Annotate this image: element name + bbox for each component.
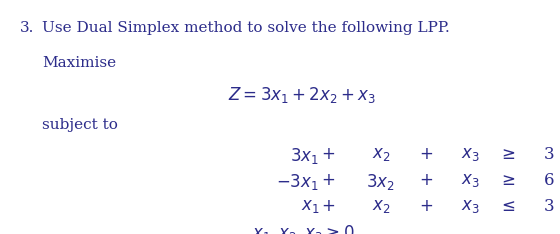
Text: $+$: $+$ xyxy=(418,198,433,215)
Text: $x_2$: $x_2$ xyxy=(371,146,390,163)
Text: 3: 3 xyxy=(544,198,554,215)
Text: Maximise: Maximise xyxy=(42,56,116,70)
Text: $+$: $+$ xyxy=(418,146,433,163)
Text: $+$: $+$ xyxy=(320,146,335,163)
Text: $x_2$: $x_2$ xyxy=(371,198,390,215)
Text: $+$: $+$ xyxy=(320,172,335,189)
Text: $-3x_1$: $-3x_1$ xyxy=(277,172,319,192)
Text: $\geq$: $\geq$ xyxy=(498,172,516,189)
Text: $3x_1$: $3x_1$ xyxy=(291,146,319,166)
Text: 3.: 3. xyxy=(20,21,34,35)
Text: $3x_2$: $3x_2$ xyxy=(366,172,395,192)
Text: $Z = 3x_1 + 2x_2 + x_3$: $Z = 3x_1 + 2x_2 + x_3$ xyxy=(228,85,376,105)
Text: 6: 6 xyxy=(544,172,554,189)
Text: $x_3$: $x_3$ xyxy=(461,172,480,189)
Text: $\leq$: $\leq$ xyxy=(498,198,516,215)
Text: subject to: subject to xyxy=(42,118,118,132)
Text: $x_3$: $x_3$ xyxy=(461,146,480,163)
Text: Use Dual Simplex method to solve the following LPP.: Use Dual Simplex method to solve the fol… xyxy=(42,21,450,35)
Text: $x_1, x_2, x_3 \geq 0.$: $x_1, x_2, x_3 \geq 0.$ xyxy=(251,223,359,234)
Text: $+$: $+$ xyxy=(418,172,433,189)
Text: 3: 3 xyxy=(544,146,554,163)
Text: $x_1$: $x_1$ xyxy=(301,198,319,215)
Text: $x_3$: $x_3$ xyxy=(461,198,480,215)
Text: $+$: $+$ xyxy=(320,198,335,215)
Text: $\geq$: $\geq$ xyxy=(498,146,516,163)
